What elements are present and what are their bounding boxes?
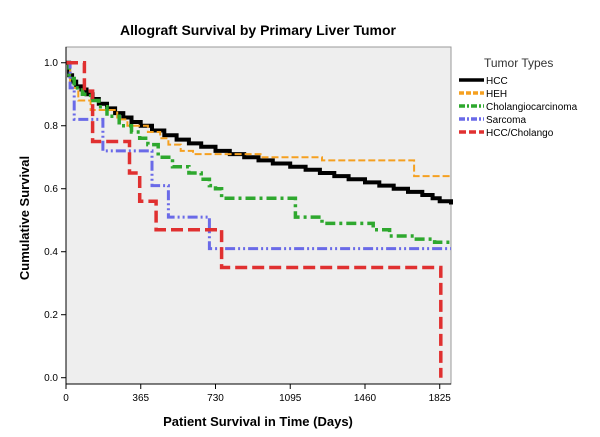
series-line-sarcoma <box>66 61 451 251</box>
legend: Tumor Types HCC HEH Cholangiocarcinoma Sarc… <box>459 56 578 139</box>
x-tick-label: 730 <box>207 393 224 404</box>
series-line-cholangiocarcinoma <box>66 60 451 245</box>
legend-label: HCC <box>486 76 508 87</box>
legend-label: Cholangiocarcinoma <box>486 102 578 113</box>
y-tick-label: 0.4 <box>44 247 58 258</box>
legend-label: HCC/Cholango <box>486 128 554 139</box>
chart-title: Allograft Survival by Primary Liver Tumo… <box>120 22 396 38</box>
legend-title: Tumor Types <box>484 56 553 70</box>
x-axis-label: Patient Survival in Time (Days) <box>163 414 353 429</box>
series-line-hcc-cholango <box>66 60 443 378</box>
y-tick-label: 0.8 <box>44 121 58 132</box>
plot-area <box>65 46 452 385</box>
y-tick-label: 0.0 <box>44 373 58 384</box>
series-line-heh <box>66 61 451 178</box>
series-layer <box>66 60 453 378</box>
legend-label: HEH <box>486 89 507 100</box>
y-tick-label: 0.6 <box>44 184 58 195</box>
y-tick-label: 1.0 <box>44 58 58 69</box>
x-tick-label: 1460 <box>354 393 377 404</box>
axis-layer: 0 365 730 1095 1460 1825 0.0 0.2 0.4 0.6 0.8 1.0 <box>44 47 451 404</box>
y-tick-label: 0.2 <box>44 310 58 321</box>
legend-items: HCC HEH Cholangiocarcinoma Sarcoma HCC/Chola… <box>459 76 578 139</box>
legend-label: Sarcoma <box>486 115 526 126</box>
x-tick-label: 365 <box>132 393 149 404</box>
x-tick-label: 1825 <box>429 393 452 404</box>
x-tick-label: 1095 <box>279 393 302 404</box>
y-axis-label: Cumulative Survival <box>17 156 32 280</box>
x-tick-label: 0 <box>63 393 69 404</box>
